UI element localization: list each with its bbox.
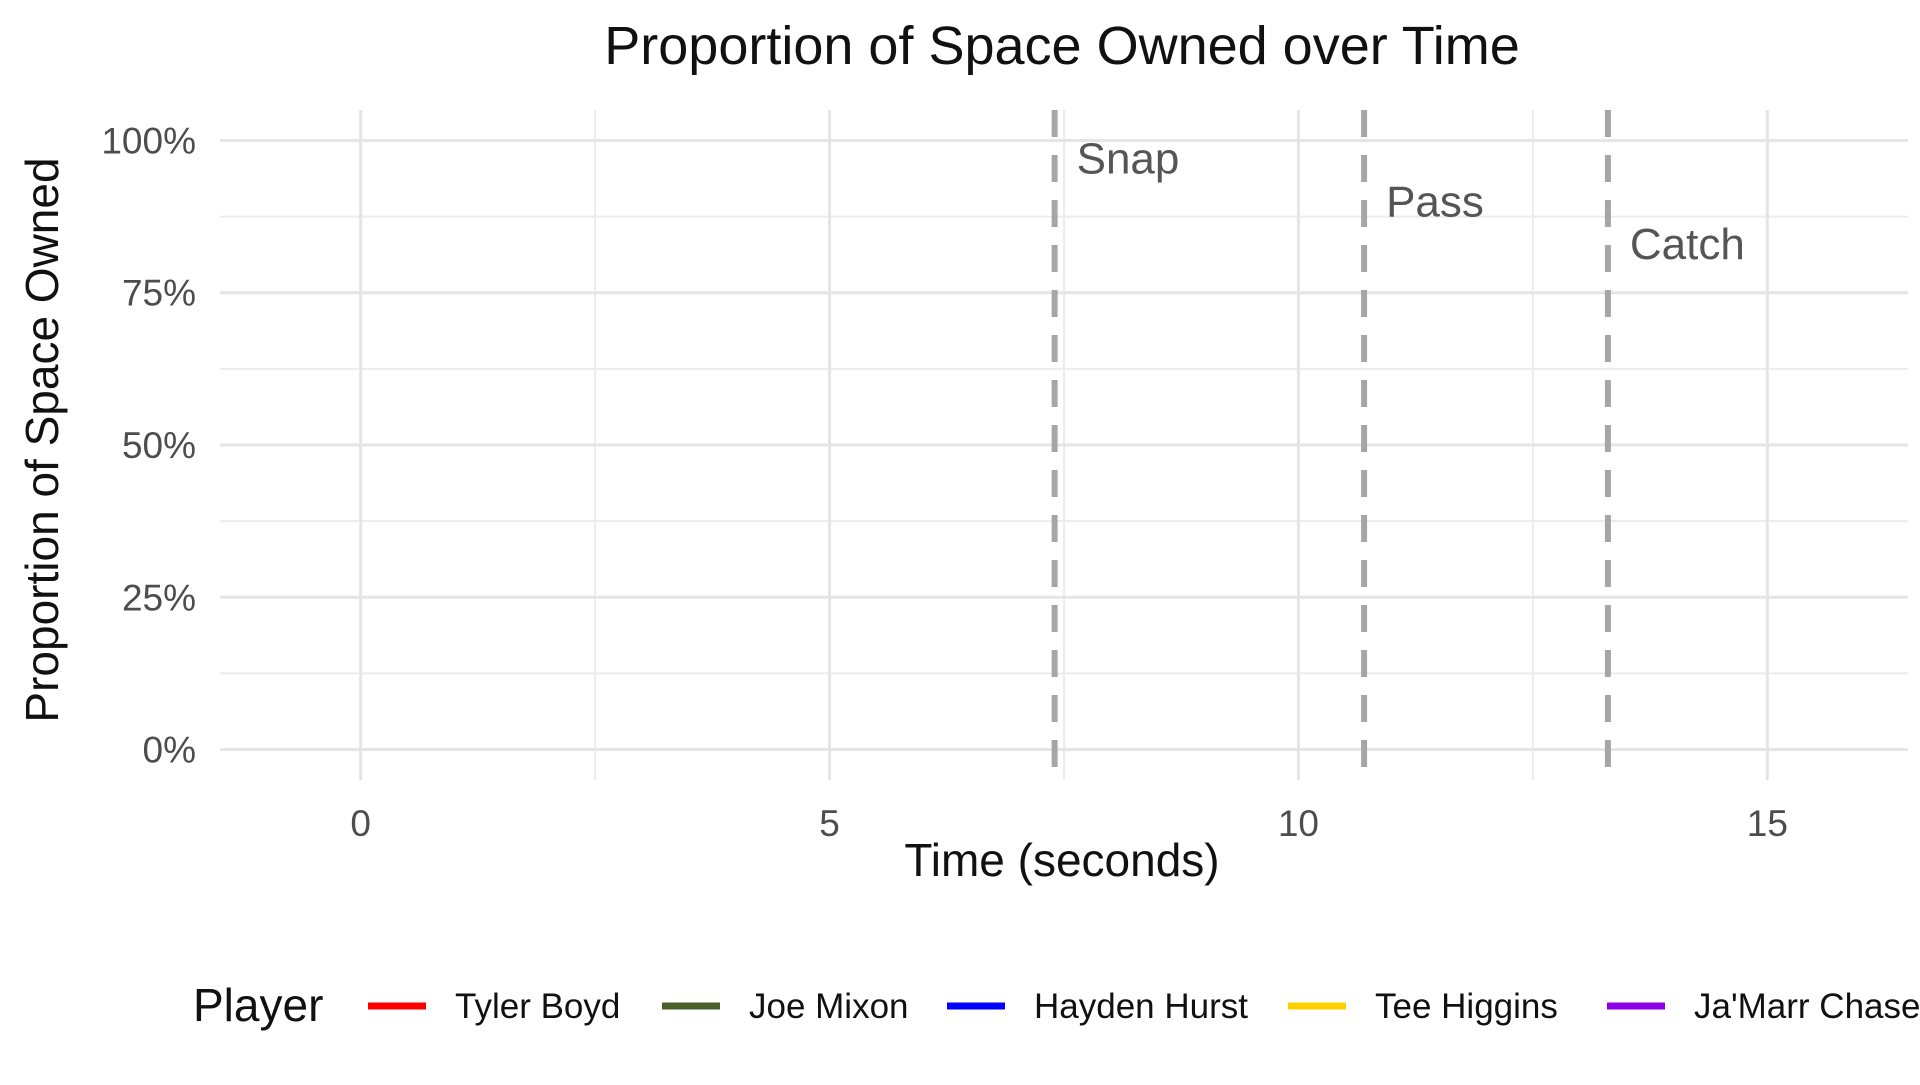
legend-label: Joe Mixon	[749, 987, 909, 1026]
grid-layer	[220, 110, 1908, 780]
legend: Player Tyler Boyd Joe Mixon Hayden Hurst Te…	[193, 979, 1920, 1031]
legend-label: Tee Higgins	[1375, 987, 1558, 1026]
x-axis-title: Time (seconds)	[904, 834, 1219, 886]
y-tick-label: 0%	[143, 730, 196, 771]
legend-label: Ja'Marr Chase	[1694, 987, 1920, 1026]
y-tick-label: 50%	[122, 425, 196, 466]
legend-label: Hayden Hurst	[1034, 987, 1248, 1026]
legend-title: Player	[193, 979, 323, 1031]
x-tick-label: 5	[819, 803, 840, 844]
x-tick-label: 0	[350, 803, 371, 844]
y-axis-title: Proportion of Space Owned	[16, 157, 68, 722]
y-tick-label: 100%	[101, 120, 196, 161]
x-tick-label: 10	[1278, 803, 1319, 844]
event-markers: Snap Pass Catch	[1051, 110, 1745, 780]
y-tick-label: 75%	[122, 273, 196, 314]
legend-label: Tyler Boyd	[455, 987, 620, 1026]
event-label-pass: Pass	[1386, 177, 1484, 226]
chart-title: Proportion of Space Owned over Time	[604, 16, 1519, 76]
x-tick-label: 15	[1747, 803, 1788, 844]
y-tick-label: 25%	[122, 577, 196, 618]
axes: 0 5 10 15 0% 25% 50% 75% 100%	[101, 120, 1788, 844]
event-label-catch: Catch	[1630, 220, 1745, 269]
event-label-snap: Snap	[1077, 135, 1180, 184]
